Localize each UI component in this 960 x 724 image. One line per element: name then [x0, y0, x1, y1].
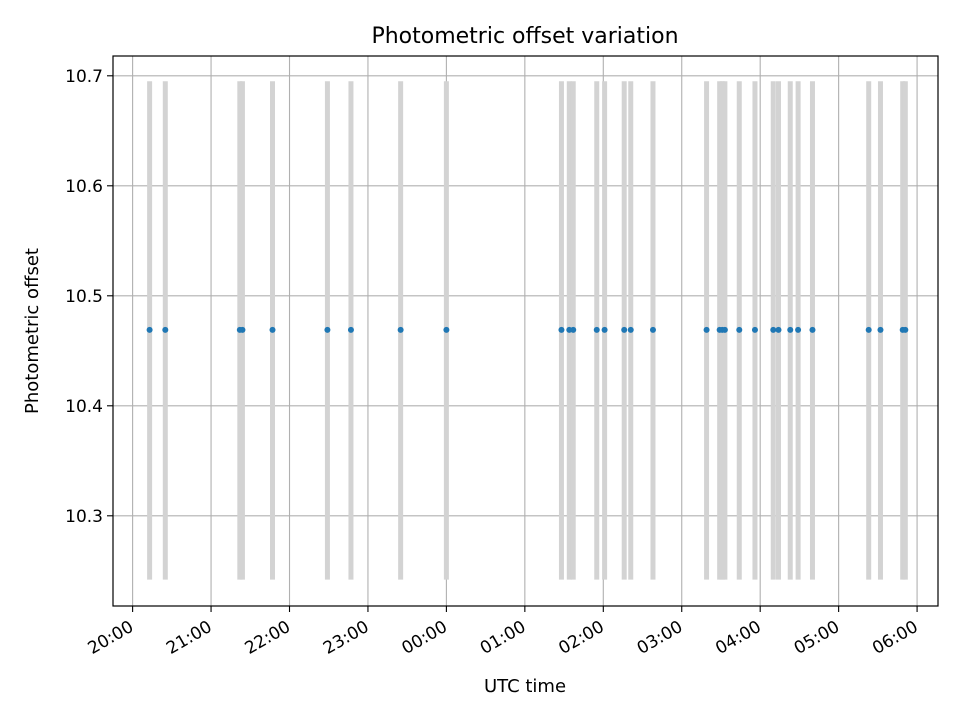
- x-tick-label: 20:00: [85, 617, 137, 659]
- data-point: [649, 326, 656, 333]
- data-point: [627, 326, 634, 333]
- data-point: [902, 326, 909, 333]
- tick-layer: 20:00 21:00 22:00 23:00 00:00 01:00 02:00 03:00…: [65, 67, 921, 659]
- x-tick-label: 04:00: [712, 617, 764, 659]
- plot-frame: [112, 55, 939, 607]
- data-point: [601, 326, 608, 333]
- x-tick-label: 22:00: [242, 617, 294, 659]
- x-tick-label: 02:00: [555, 617, 607, 659]
- data-point: [865, 326, 872, 333]
- data-point: [269, 326, 276, 333]
- chart-title: Photometric offset variation: [371, 24, 678, 49]
- data-point: [787, 326, 794, 333]
- data-point: [397, 326, 404, 333]
- y-tick-label: 10.4: [65, 397, 103, 417]
- data-point: [324, 326, 331, 333]
- point-layer: [146, 326, 909, 333]
- data-point: [770, 326, 777, 333]
- y-tick-label: 10.6: [65, 177, 103, 197]
- data-point: [146, 326, 153, 333]
- data-point: [809, 326, 816, 333]
- data-point: [775, 326, 782, 333]
- x-tick-label: 06:00: [869, 617, 921, 659]
- y-tick-label: 10.5: [65, 287, 103, 307]
- y-tick-label: 10.3: [65, 507, 103, 527]
- x-tick-label: 00:00: [398, 617, 450, 659]
- y-tick-label: 10.7: [65, 67, 103, 87]
- data-point: [347, 326, 354, 333]
- x-tick-label: 23:00: [320, 617, 372, 659]
- x-tick-label: 05:00: [791, 617, 843, 659]
- x-tick-label: 03:00: [634, 617, 686, 659]
- data-point: [621, 326, 628, 333]
- data-point: [721, 326, 728, 333]
- data-point: [162, 326, 169, 333]
- data-point: [877, 326, 884, 333]
- data-point: [593, 326, 600, 333]
- data-point: [558, 326, 565, 333]
- x-axis-label: UTC time: [484, 676, 566, 697]
- y-axis-label: Photometric offset: [22, 248, 43, 414]
- data-point: [239, 326, 246, 333]
- data-point: [736, 326, 743, 333]
- data-point: [795, 326, 802, 333]
- x-tick-label: 21:00: [163, 617, 215, 659]
- data-point: [751, 326, 758, 333]
- x-tick-label: 01:00: [477, 617, 529, 659]
- data-point: [570, 326, 577, 333]
- data-point: [443, 326, 450, 333]
- data-point: [703, 326, 710, 333]
